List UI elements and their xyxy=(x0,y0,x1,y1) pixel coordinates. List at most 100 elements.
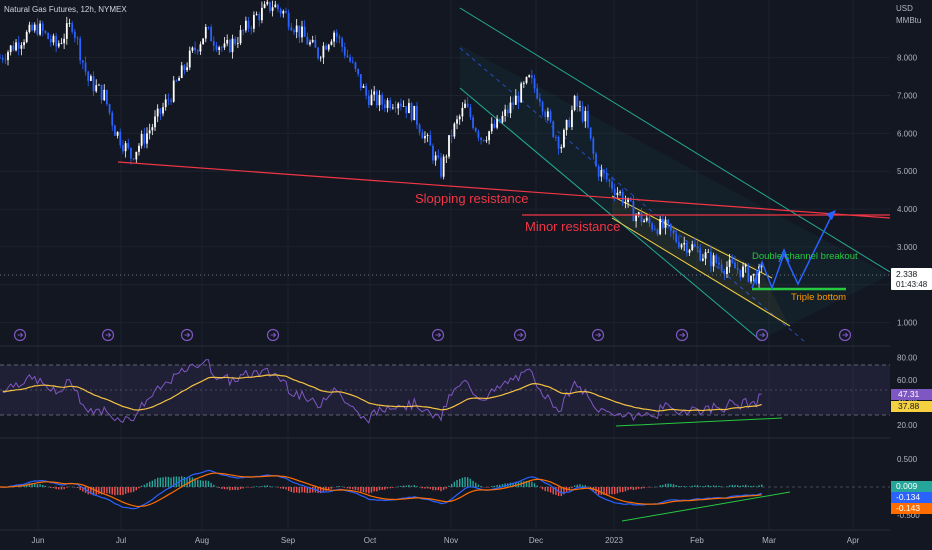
macd-hist-bar xyxy=(480,486,482,487)
macd-hist-bar xyxy=(66,487,68,488)
macd-hist-bar xyxy=(560,487,562,497)
wedge-fill xyxy=(612,198,790,328)
macd-hist-bar xyxy=(750,485,752,487)
event-marker-icon[interactable] xyxy=(755,328,769,342)
macd-hist-bar xyxy=(638,487,640,489)
time-axis[interactable]: Jun Jul Aug Sep Oct Nov Dec 2023 Feb Mar Apr xyxy=(0,529,890,545)
macd-hist-bar xyxy=(555,487,557,495)
event-marker-icon[interactable] xyxy=(838,328,852,342)
candle-body xyxy=(742,266,744,277)
macd-hist-bar xyxy=(338,486,341,487)
candle-body xyxy=(231,38,234,53)
candle-body xyxy=(114,125,116,136)
macd-hist-bar xyxy=(581,485,584,487)
candle-body xyxy=(645,217,648,221)
price-axis[interactable]: USD MMBtu 8.000 7.000 6.000 5.000 4.000 3.000… xyxy=(890,0,932,550)
candle-body xyxy=(60,43,63,45)
macd-hist-bar xyxy=(469,478,472,487)
candle-body xyxy=(290,27,293,31)
macd-hist-bar xyxy=(167,476,170,487)
macd-hist-bar xyxy=(293,487,295,493)
candle-body xyxy=(106,89,108,105)
macd-hist-bar xyxy=(263,485,266,487)
event-marker-icon[interactable] xyxy=(591,328,605,342)
candle-body xyxy=(212,41,215,46)
macd-hist-bar xyxy=(143,484,146,487)
macd-hist-bar xyxy=(165,476,167,487)
time-label: Sep xyxy=(281,536,296,545)
macd-hist-bar xyxy=(453,481,456,487)
macd-hist-bar xyxy=(611,487,613,495)
macd-hist-bar xyxy=(362,487,365,493)
macd-hist-bar xyxy=(98,487,100,495)
macd-hist-bar xyxy=(662,484,664,487)
price-pane[interactable]: Slopping resistance Minor resistance Dou… xyxy=(0,0,891,343)
candle-body xyxy=(175,80,178,82)
macd-hist-bar xyxy=(130,487,132,493)
macd-hist-bar xyxy=(205,480,207,487)
candle-body xyxy=(4,59,7,61)
candle-body xyxy=(244,20,247,31)
candle-body xyxy=(546,111,549,118)
rsi-ma-line xyxy=(2,374,762,412)
candle-body xyxy=(710,251,712,267)
candle-body xyxy=(391,107,394,109)
candle-body xyxy=(31,24,33,31)
macd-hist-bar xyxy=(148,481,151,487)
event-marker-icon[interactable] xyxy=(431,328,445,342)
candle-body xyxy=(52,35,55,43)
macd-pane[interactable] xyxy=(0,469,890,522)
macd-hist-bar xyxy=(34,483,36,487)
candle-body xyxy=(458,116,461,120)
candle-body xyxy=(584,110,587,122)
event-marker-icon[interactable] xyxy=(266,328,280,342)
macd-hist-bar xyxy=(295,487,298,493)
macd-hist-bar xyxy=(475,482,477,487)
macd-hist-bar xyxy=(175,476,178,487)
candle-body xyxy=(469,107,472,118)
candle-body xyxy=(186,67,188,70)
candle-body xyxy=(434,155,437,161)
macd-hist-bar xyxy=(408,484,410,487)
macd-hist-bar xyxy=(237,487,239,491)
time-label: Mar xyxy=(762,536,776,545)
macd-hist-bar xyxy=(515,482,517,487)
candle-body xyxy=(135,151,138,160)
candle-body xyxy=(696,246,699,249)
candle-body xyxy=(293,30,295,33)
macd-hist-bar xyxy=(688,486,691,487)
macd-hist-bar xyxy=(386,487,389,489)
macd-hist-bar xyxy=(421,487,423,489)
candle-body xyxy=(130,147,132,159)
grid-lines xyxy=(0,0,890,530)
channel-lower-line xyxy=(459,87,761,341)
candle-body xyxy=(648,217,651,224)
candle-body xyxy=(349,57,352,62)
event-marker-icon[interactable] xyxy=(180,328,194,342)
event-marker-icon[interactable] xyxy=(513,328,527,342)
event-marker-icon[interactable] xyxy=(675,328,689,342)
macd-hist-bar xyxy=(678,485,680,487)
candle-body xyxy=(335,32,338,37)
time-label: Oct xyxy=(364,536,377,545)
macd-hist-bar xyxy=(710,486,712,487)
rsi-pane[interactable] xyxy=(0,359,890,427)
price-tick-label: 3.000 xyxy=(897,243,918,252)
time-label: Dec xyxy=(529,536,543,545)
channel-upper-line xyxy=(459,7,891,273)
candle-body xyxy=(651,223,654,230)
event-icons[interactable] xyxy=(13,328,852,342)
candle-body xyxy=(418,124,421,133)
candle-body xyxy=(119,131,122,146)
event-marker-icon[interactable] xyxy=(101,328,115,342)
event-marker-icon[interactable] xyxy=(13,328,27,342)
candle-body xyxy=(488,131,490,141)
unit-label: MMBtu xyxy=(896,16,921,25)
macd-hist-bar xyxy=(63,487,65,490)
candle-body xyxy=(194,47,197,51)
candle-body xyxy=(172,80,175,102)
candle-body xyxy=(683,242,686,245)
macd-hist-bar xyxy=(456,479,458,487)
candle-body xyxy=(202,38,205,45)
